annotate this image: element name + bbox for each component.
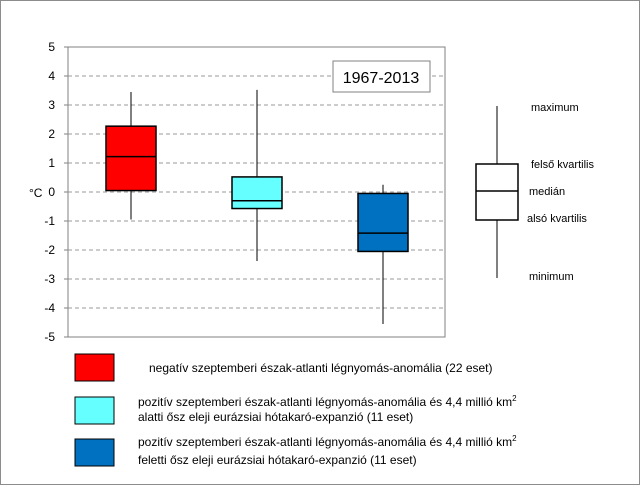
- box-group: [357, 184, 409, 324]
- y-tick-label: 1: [48, 156, 55, 170]
- y-tick-label: 2: [48, 127, 55, 141]
- key-box: [475, 163, 519, 221]
- key-minimum-label: minimum: [529, 271, 574, 283]
- legend-swatch-red: [74, 353, 115, 382]
- y-tick-label: 3: [48, 98, 55, 112]
- y-tick-label: -1: [44, 214, 55, 228]
- key-median-label: medián: [529, 186, 565, 198]
- y-tick-label: 5: [48, 40, 55, 54]
- boxplot-key: maximum felső kvartilis medián alsó kvar…: [475, 102, 594, 283]
- y-tick-label: -5: [44, 330, 55, 344]
- legend-swatch-blue: [74, 438, 115, 467]
- y-tick-label: 4: [48, 69, 55, 83]
- y-tick-label: -2: [44, 243, 55, 257]
- y-tick-label: 0: [48, 185, 55, 199]
- legend-label-2-line2: alatti ősz eleji eurázsiai hótakaró-expa…: [138, 410, 413, 424]
- box-body: [231, 176, 283, 210]
- box-group: [231, 89, 283, 262]
- legend-label-1: negatív szeptemberi észak-atlanti légnyo…: [149, 361, 493, 375]
- y-tick-label: -4: [44, 301, 55, 315]
- legend-label-2-line1: pozitív szeptemberi észak-atlanti légnyo…: [138, 394, 517, 409]
- key-lower-quartile-label: alsó kvartilis: [527, 213, 587, 225]
- box-group: [105, 91, 157, 220]
- box-body: [105, 125, 157, 192]
- legend-label-3-line2: feletti ősz eleji eurázsiai hótakaró-exp…: [138, 453, 417, 467]
- y-axis-ticks: 5 4 3 2 1 0 -1 -2 -3 -4 -5: [44, 40, 68, 344]
- key-maximum-label: maximum: [531, 102, 579, 114]
- legend: negatív szeptemberi észak-atlanti légnyo…: [74, 353, 517, 467]
- key-upper-quartile-label: felső kvartilis: [531, 159, 594, 171]
- y-axis-label: °C: [29, 186, 43, 200]
- y-tick-label: -3: [44, 272, 55, 286]
- boxes: [105, 89, 409, 324]
- legend-swatch-cyan: [74, 396, 115, 425]
- chart-title: 1967-2013: [343, 70, 420, 87]
- title-box: [332, 60, 431, 93]
- box-body: [357, 192, 409, 253]
- legend-label-3-line1: pozitív szeptemberi észak-atlanti légnyo…: [138, 434, 517, 449]
